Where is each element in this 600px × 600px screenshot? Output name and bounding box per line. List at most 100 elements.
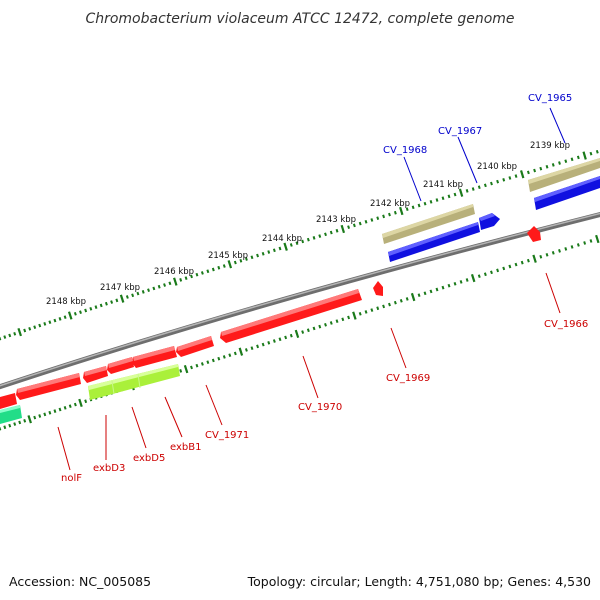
inner-track-minor-tick: [284, 335, 288, 340]
gene-label-CV_1969[interactable]: CV_1969: [386, 373, 430, 384]
outer-track-minor-tick: [136, 291, 140, 296]
outer-track-minor-tick: [63, 315, 67, 320]
gene-exbB1[interactable]: [132, 346, 177, 368]
inner-track-minor-tick: [222, 355, 226, 359]
gene-label-CV_1971[interactable]: CV_1971: [205, 430, 249, 441]
outer-track-minor-tick: [190, 274, 193, 279]
gene-label-CV_1970[interactable]: CV_1970: [298, 402, 342, 413]
outer-track-minor-tick: [570, 157, 574, 162]
outer-track-minor-tick: [43, 322, 47, 326]
inner-track-minor-tick: [376, 306, 380, 311]
gene-label-exbB1[interactable]: exbB1: [170, 442, 201, 453]
map-title: Chromobacterium violaceum ATCC 12472, co…: [85, 11, 514, 27]
inner-track-minor-tick: [514, 262, 518, 267]
inner-track-minor-tick: [388, 302, 391, 307]
genome-backbone-highlight: [0, 212, 600, 387]
gene-CV_1970[interactable]: [220, 289, 362, 343]
outer-track-major-tick: [582, 151, 587, 160]
gene-nolF[interactable]: [16, 373, 81, 400]
inner-track-minor-tick: [278, 337, 282, 342]
gene-CV_1965-khaki[interactable]: [528, 158, 600, 192]
inner-track-major-tick: [410, 292, 416, 302]
gene-left-edge-red[interactable]: [0, 393, 17, 409]
gene-left-edge-teal[interactable]: [0, 405, 22, 424]
outer-track-minor-tick: [200, 271, 204, 275]
inner-track-minor-tick: [382, 304, 386, 309]
gene-label-CV_1967[interactable]: CV_1967: [438, 126, 482, 137]
accession-text: Accession: NC_005085: [9, 574, 151, 589]
gene-CV_1968-khaki[interactable]: [382, 204, 475, 244]
gene-lime-block[interactable]: [88, 364, 180, 400]
gene-CV_1967[interactable]: [479, 213, 500, 230]
gene-CV_1966[interactable]: [527, 226, 541, 242]
kbp-label-2148: 2148 kbp: [46, 297, 86, 307]
gene-label-exbD3[interactable]: exbD3: [93, 463, 125, 474]
outer-track-minor-tick: [411, 205, 415, 210]
gene-CV_1968-blue[interactable]: [388, 222, 480, 262]
outer-track-minor-tick: [417, 203, 421, 208]
outer-track-minor-tick: [405, 207, 409, 211]
outer-track-minor-tick: [211, 267, 215, 272]
inner-track-minor-tick: [564, 247, 568, 251]
gene-label-nolF[interactable]: nolF: [61, 473, 82, 484]
inner-track-minor-tick: [329, 321, 333, 325]
outer-track-minor-tick: [163, 283, 166, 287]
inner-track-minor-tick: [347, 315, 351, 320]
outer-track-major-tick: [17, 327, 22, 337]
outer-track-minor-tick: [206, 269, 210, 274]
gene-CV_1965-blue[interactable]: [534, 176, 600, 210]
inner-track-minor-tick: [23, 419, 27, 423]
gene-label-CV_1965[interactable]: CV_1965: [528, 93, 572, 104]
outer-track-minor-tick: [53, 318, 57, 323]
inner-track-minor-tick: [545, 252, 549, 257]
inner-track-minor-tick: [423, 291, 427, 296]
outer-track-minor-tick: [58, 317, 62, 321]
outer-track-minor-tick: [429, 200, 433, 204]
outer-track-minor-tick: [453, 192, 457, 197]
inner-track-minor-tick: [13, 422, 17, 426]
outer-track-minor-tick: [168, 281, 172, 286]
kbp-label-2146: 2146 kbp: [154, 267, 194, 277]
gene-label-exbD5[interactable]: exbD5: [133, 453, 165, 464]
gene-exbD5[interactable]: [107, 357, 134, 374]
gene-label-CV_1968[interactable]: CV_1968: [383, 145, 427, 156]
inner-track-major-tick: [294, 329, 300, 339]
outer-track-minor-tick: [318, 234, 322, 238]
outer-track-minor-tick: [152, 286, 156, 291]
outer-track-minor-tick: [48, 320, 52, 325]
outer-track-major-tick: [399, 206, 404, 216]
inner-track-major-tick: [532, 254, 537, 263]
outer-track-minor-tick: [364, 219, 368, 224]
gene-label-CV_1966[interactable]: CV_1966: [544, 319, 588, 330]
outer-track-minor-tick: [471, 187, 475, 191]
outer-track-minor-tick: [278, 246, 282, 251]
outer-track-minor-tick: [99, 303, 103, 308]
inner-track-minor-tick: [589, 239, 593, 243]
inner-track-minor-tick: [3, 425, 7, 430]
outer-track-minor-tick: [324, 232, 327, 237]
gene-exbD3[interactable]: [83, 366, 108, 383]
outer-track-minor-tick: [312, 236, 316, 240]
outer-track-minor-tick: [3, 335, 7, 339]
outer-track-minor-tick: [508, 176, 512, 180]
inner-track-minor-tick: [195, 363, 199, 368]
outer-track-minor-tick: [564, 159, 568, 163]
outer-track-minor-tick: [33, 325, 37, 330]
inner-track-minor-tick: [217, 356, 221, 361]
inner-track-minor-tick: [261, 342, 265, 347]
inner-track-major-tick: [595, 234, 600, 244]
inner-track-minor-tick: [179, 369, 183, 373]
outer-track-minor-tick: [545, 164, 549, 169]
inner-track-minor-tick: [324, 322, 327, 327]
leader-lines: [57, 107, 566, 471]
gene-CV_1969[interactable]: [373, 281, 383, 296]
kbp-label-2147: 2147 kbp: [100, 283, 140, 293]
inner-track-minor-tick: [301, 330, 305, 334]
outer-track-minor-tick: [306, 237, 310, 242]
outer-track-minor-tick: [447, 194, 451, 199]
gene-CV_1971[interactable]: [176, 336, 214, 357]
outer-track-minor-tick: [558, 161, 561, 165]
outer-track-minor-tick: [23, 328, 27, 333]
outer-track-minor-tick: [104, 301, 108, 306]
